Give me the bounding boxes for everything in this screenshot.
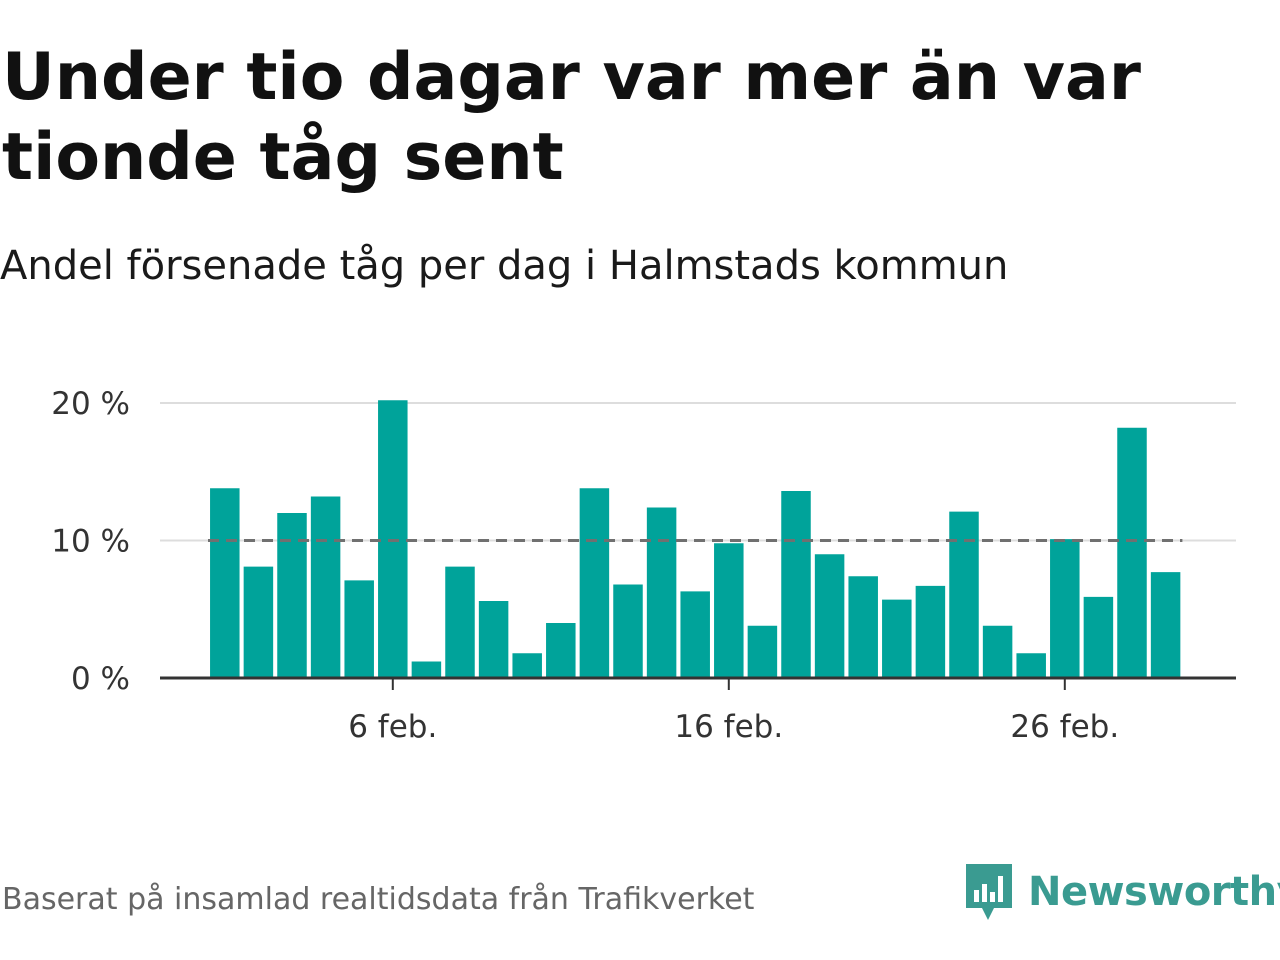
bar	[411, 661, 442, 678]
bar	[982, 625, 1013, 678]
bar	[814, 554, 845, 678]
bar	[747, 625, 778, 678]
x-tick-label: 26 feb.	[1010, 709, 1119, 745]
bar-chart: 6 feb. 16 feb. 26 feb. 0 % 10 % 20 %	[51, 386, 1236, 745]
chart-title: Under tio dagar var mer än var tionde tå…	[2, 40, 1141, 195]
bar	[848, 576, 878, 678]
bars	[210, 400, 1181, 678]
bar	[512, 653, 542, 678]
bar	[1016, 653, 1046, 678]
bar	[445, 566, 475, 678]
bar	[613, 584, 643, 678]
bar	[680, 591, 710, 678]
source-note: Baserat på insamlad realtidsdata från Tr…	[2, 882, 755, 917]
y-tick-label: 20 %	[51, 386, 130, 422]
bar	[949, 511, 979, 678]
bar	[277, 513, 307, 678]
brand-name: Newsworthy	[1028, 869, 1280, 915]
bar	[1050, 539, 1080, 678]
y-tick-label: 0 %	[71, 661, 130, 697]
bar	[714, 543, 744, 678]
bar	[646, 507, 677, 678]
x-tick-label: 16 feb.	[674, 709, 783, 745]
bar	[210, 488, 240, 678]
bar	[579, 488, 610, 678]
bar	[882, 599, 912, 678]
bar	[310, 496, 341, 678]
bar	[781, 491, 811, 678]
bar	[344, 580, 374, 678]
bar	[1117, 427, 1147, 678]
bar	[915, 585, 946, 678]
y-tick-label: 10 %	[51, 524, 130, 560]
y-axis-labels: 0 % 10 % 20 %	[51, 386, 130, 697]
chart-subtitle: Andel försenade tåg per dag i Halmstads …	[0, 243, 1009, 289]
x-axis: 6 feb. 16 feb. 26 feb.	[160, 676, 1236, 745]
bar	[1083, 596, 1114, 678]
brand-logo[interactable]: Newsworthy	[964, 862, 1280, 922]
newsworthy-logo-icon	[966, 864, 1012, 920]
bar	[478, 601, 509, 678]
bar	[546, 623, 576, 678]
bar	[243, 566, 274, 678]
x-tick-label: 6 feb.	[348, 709, 437, 745]
bar	[1150, 572, 1181, 678]
